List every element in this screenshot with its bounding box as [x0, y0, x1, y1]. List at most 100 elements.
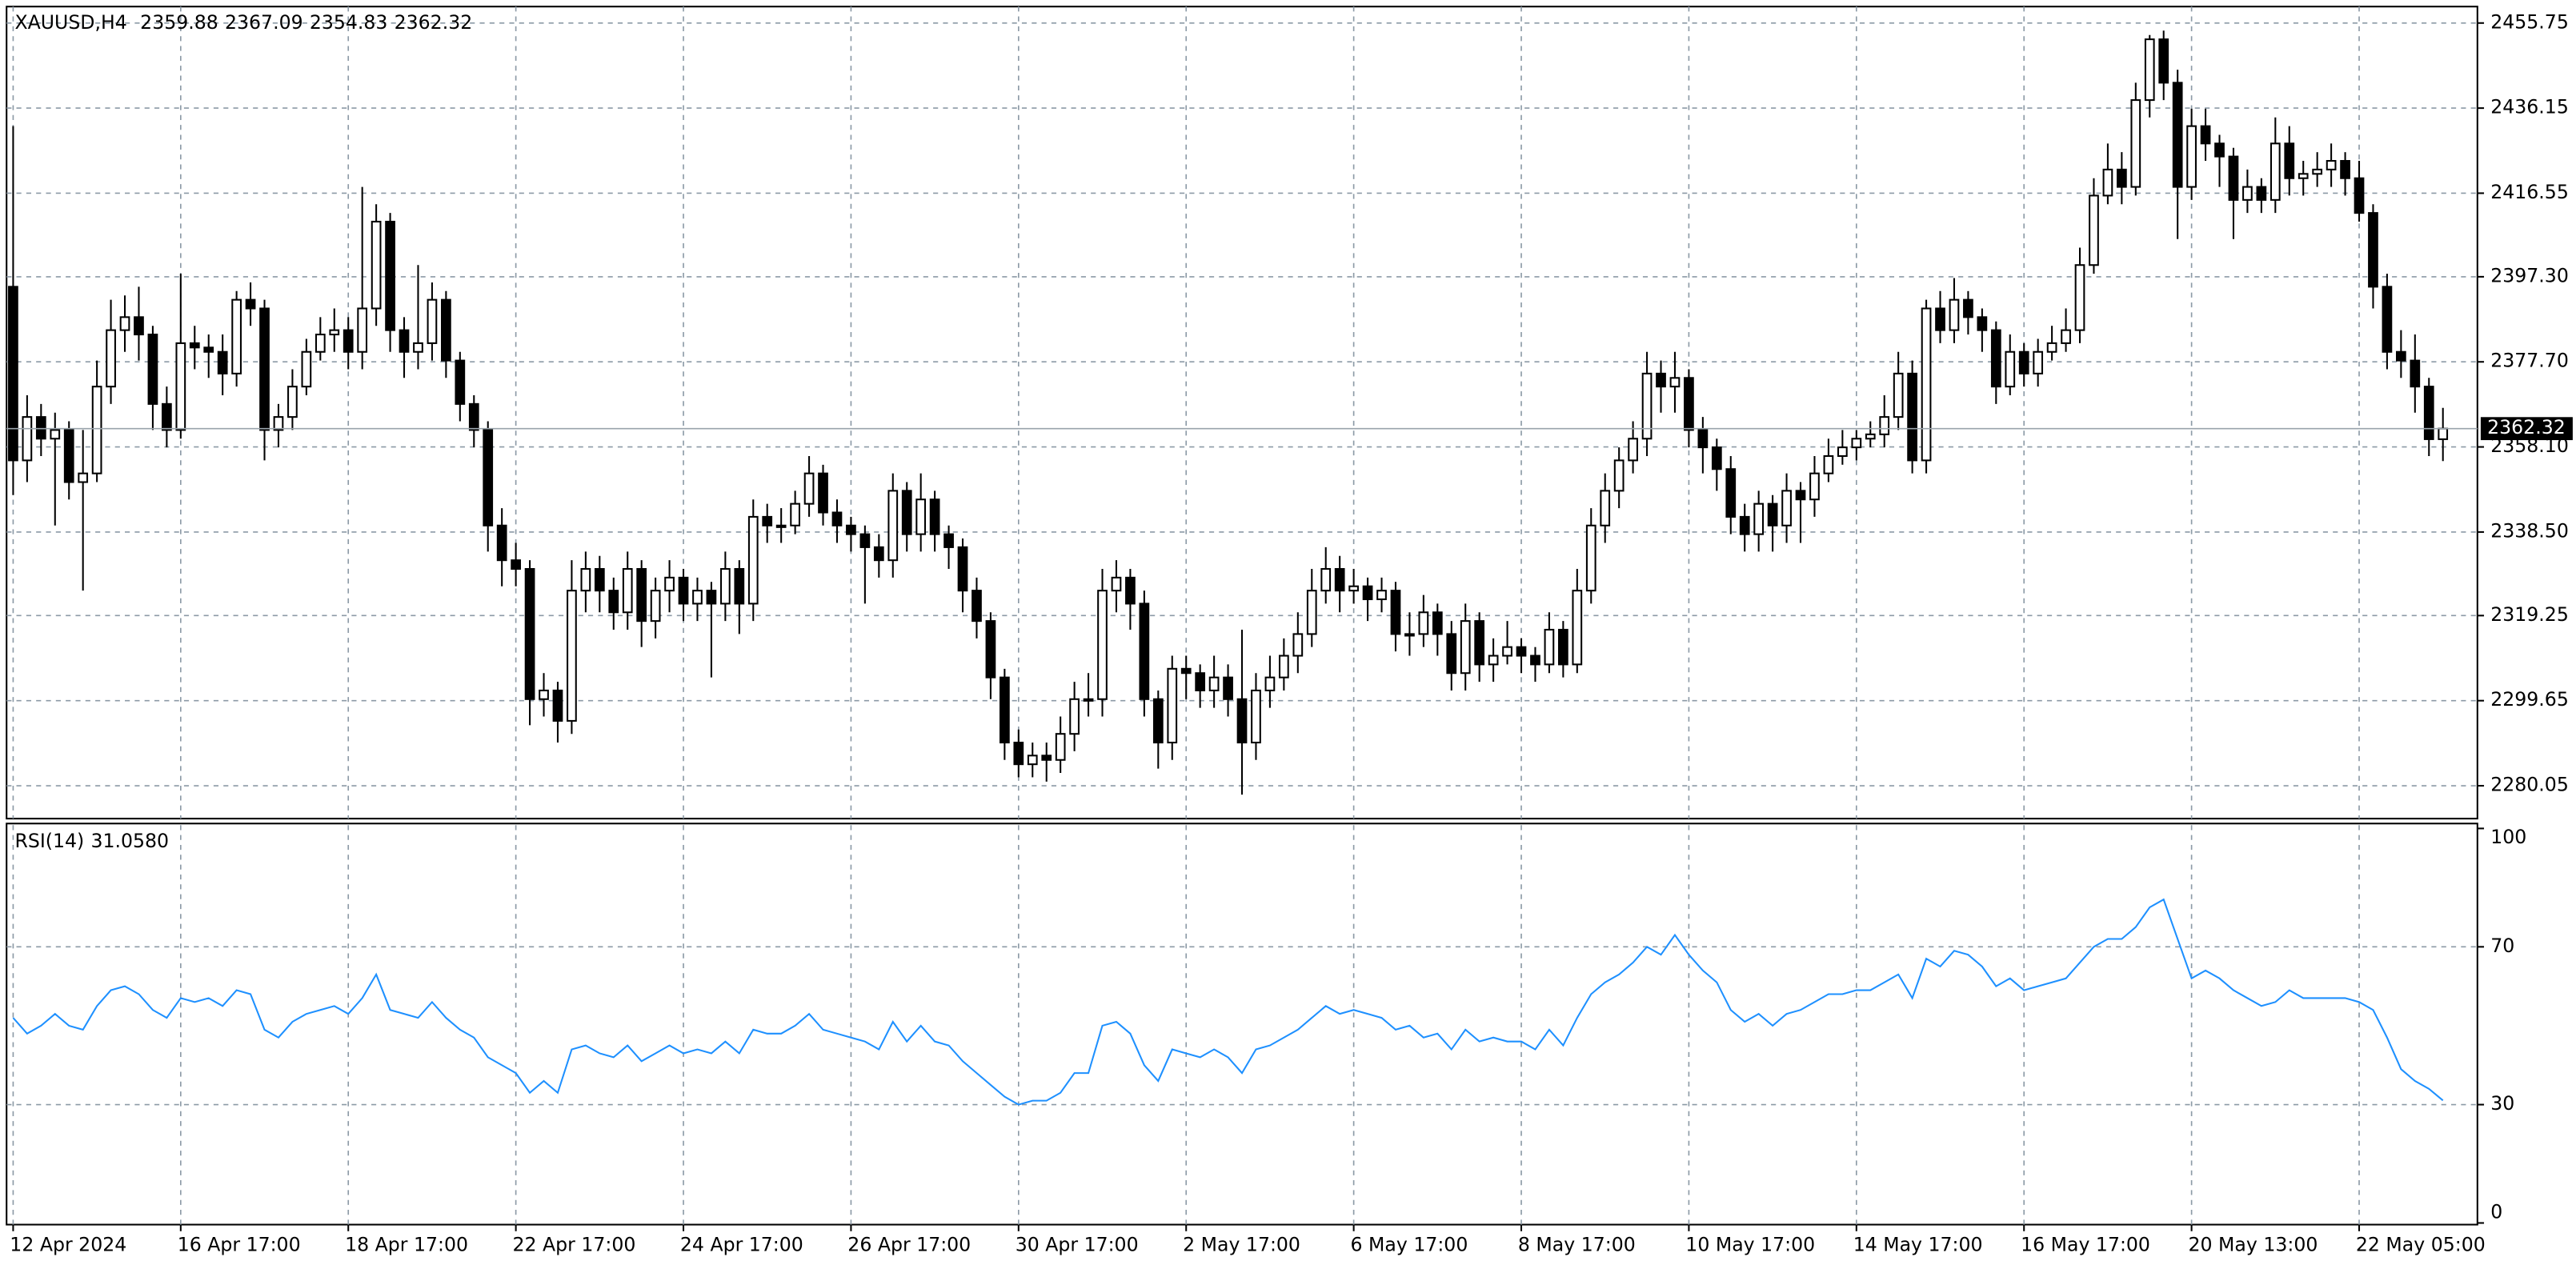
candle-body-down: [1558, 628, 1568, 666]
candle-body-down: [1474, 620, 1485, 666]
candle-body-up: [2089, 194, 2099, 266]
candle-body-up: [1404, 633, 1415, 637]
candle-body-up: [1669, 377, 1681, 388]
candle-body-up: [1502, 646, 1512, 657]
candle-body-up: [887, 490, 899, 562]
y-tick-label: 2397.30: [2490, 264, 2569, 286]
candle-body-up: [1949, 298, 1960, 331]
candle-body-down: [1125, 576, 1136, 605]
candle-body-down: [2382, 286, 2393, 353]
candle-body-down: [1907, 372, 1917, 462]
candle-body-up: [1600, 490, 1611, 526]
candle-body-up: [580, 567, 591, 592]
candle-body-down: [399, 329, 410, 353]
candle-body-up: [2102, 168, 2113, 197]
candle-body-up: [1097, 590, 1108, 700]
candle-body-up: [664, 576, 675, 592]
candle-body-up: [747, 515, 759, 605]
candle-body-down: [901, 490, 912, 535]
candle-body-down: [1013, 742, 1024, 766]
high-value: 2367.09: [225, 10, 303, 33]
candle-body-up: [2438, 427, 2449, 440]
text-layer: XAUUSD,H4 2359.88 2367.09 2354.83 2362.32 RS…: [10, 10, 2573, 1256]
candle-body-up: [1292, 633, 1304, 657]
candle-body-down: [2368, 212, 2378, 288]
candle-body-down: [985, 620, 996, 679]
candle-body-down: [1432, 611, 1443, 635]
candle-body-up: [1823, 454, 1834, 474]
candle-body-up: [1027, 755, 1038, 766]
candle-body-up: [915, 498, 927, 535]
candle-body-up: [1251, 689, 1261, 744]
candle-body-down: [2256, 186, 2267, 201]
candle-body-down: [511, 559, 521, 570]
rsi-y-tick-label: 70: [2490, 935, 2514, 957]
candle-body-down: [636, 567, 647, 622]
candle-body-down: [1684, 377, 1694, 431]
candle-body-down: [2214, 142, 2225, 158]
candle-body-down: [1516, 646, 1527, 657]
candle-body-up: [692, 590, 703, 605]
x-tick-label: 12 Apr 2024: [10, 1234, 126, 1256]
current-price-label: 2362.32: [2487, 416, 2566, 438]
candle-body-up: [357, 307, 368, 353]
candle-body-down: [608, 590, 619, 614]
symbol: XAUUSD,H4: [14, 10, 126, 33]
candle-body-down: [1334, 567, 1345, 592]
rsi-panel: [6, 823, 2478, 1226]
candle-body-up: [2270, 142, 2281, 201]
candle-body-down: [2116, 168, 2127, 188]
candle-body-up: [1418, 611, 1429, 635]
candle-body-down: [594, 567, 605, 592]
candle-body-down: [1977, 316, 1988, 331]
candle-body-down: [1530, 655, 1540, 666]
candle-body-down: [1725, 468, 1737, 518]
candle-body-down: [1180, 667, 1192, 675]
candle-body-up: [1083, 698, 1094, 702]
candle-body-down: [455, 359, 466, 405]
rsi-line: [12, 898, 2444, 1106]
candle-body-up: [1628, 438, 1638, 462]
candle-body-down: [1362, 585, 1373, 601]
candle-body-down: [1795, 490, 1806, 501]
candle-body-up: [22, 416, 33, 462]
candle-body-down: [818, 472, 828, 514]
rsi-value: 31.0580: [90, 829, 169, 851]
candle-body-down: [706, 590, 717, 605]
x-tick-label: 30 Apr 17:00: [1016, 1234, 1139, 1256]
candle-body-up: [50, 429, 61, 440]
candle-body-up: [119, 316, 130, 331]
candle-body-up: [1753, 502, 1765, 535]
candle-body-up: [1279, 655, 1289, 679]
candle-body-down: [2018, 350, 2029, 374]
candle-body-up: [273, 416, 284, 431]
candle-body-down: [831, 511, 843, 526]
x-tick-label: 18 Apr 17:00: [345, 1234, 468, 1256]
candle-body-down: [1739, 515, 1750, 535]
candle-body-up: [2186, 125, 2197, 188]
y-tick-label: 2280.05: [2490, 774, 2569, 796]
candle-body-up: [1572, 590, 1583, 666]
candle-body-down: [217, 350, 228, 374]
candle-body-up: [2312, 168, 2323, 175]
candle-body-down: [929, 498, 940, 535]
candle-body-up: [2326, 160, 2337, 170]
candle-body-up: [1851, 438, 1862, 449]
candle-body-down: [943, 533, 954, 548]
current-price-box: [2480, 417, 2573, 441]
candle-body-down: [2172, 82, 2183, 188]
candle-body-down: [2395, 350, 2406, 362]
candle-body-down: [203, 346, 214, 353]
open-value: 2359.88: [140, 10, 218, 33]
candle-body-down: [134, 316, 144, 336]
candle-body-up: [329, 329, 340, 336]
candle-body-up: [803, 472, 815, 505]
x-tick-label: 16 May 17:00: [2021, 1234, 2150, 1256]
candle-body-up: [91, 386, 102, 474]
candle-body-up: [371, 220, 382, 310]
y-tick-label: 2436.15: [2490, 96, 2569, 118]
candle-body-up: [1893, 372, 1904, 418]
candle-body-down: [468, 402, 479, 431]
candle-body-up: [1167, 667, 1178, 744]
